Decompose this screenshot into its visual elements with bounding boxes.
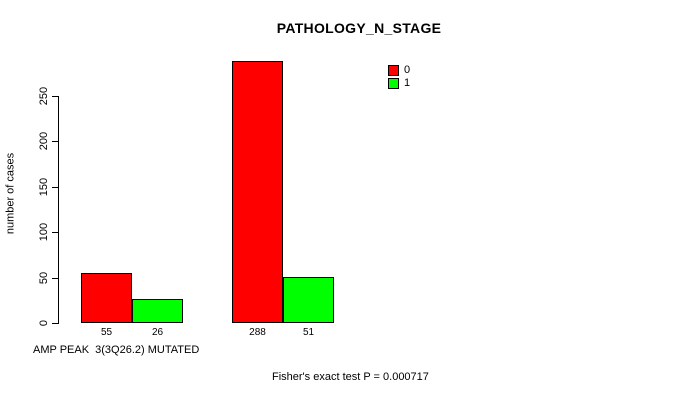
x-axis-label: AMP PEAK 3(3Q26.2) MUTATED: [33, 344, 200, 356]
y-tick-mark: [52, 232, 58, 233]
y-tick-mark: [52, 187, 58, 188]
legend-entry-0: 0: [388, 65, 410, 76]
bar-1-group1: [132, 299, 183, 323]
y-axis-label: number of cases: [4, 152, 17, 235]
legend-swatch-0: [388, 65, 399, 76]
legend-swatch-1: [388, 78, 399, 89]
chart-title: PATHOLOGY_N_STAGE: [276, 20, 442, 36]
y-tick-label: 0: [38, 319, 50, 327]
footnote-text: Fisher's exact test P = 0.000717: [272, 371, 429, 383]
bar-count-label: 55: [100, 327, 113, 338]
y-tick-mark: [52, 96, 58, 97]
y-tick-label: 200: [38, 131, 50, 151]
bar-1-group2: [283, 277, 334, 323]
bar-count-label: 51: [302, 327, 315, 338]
y-tick-mark: [52, 278, 58, 279]
y-tick-label: 100: [38, 222, 50, 242]
bar-0-group2: [232, 61, 283, 323]
bar-0-group1: [81, 273, 132, 323]
y-axis-line: [58, 96, 59, 324]
bar-count-label: 288: [249, 327, 266, 338]
bar-count-label: 26: [151, 327, 164, 338]
legend-entry-1: 1: [388, 78, 410, 89]
legend-label-0: 0: [404, 64, 411, 76]
y-tick-label: 50: [38, 271, 50, 285]
legend-label-1: 1: [404, 77, 411, 89]
y-tick-mark: [52, 323, 58, 324]
y-tick-label: 250: [38, 86, 50, 106]
y-tick-mark: [52, 141, 58, 142]
y-tick-label: 150: [38, 177, 50, 197]
